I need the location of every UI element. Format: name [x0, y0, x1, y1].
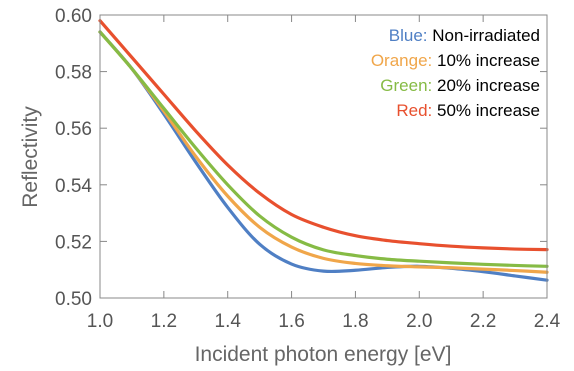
- legend-color-word: Red:: [396, 101, 437, 120]
- legend-label: 10% increase: [437, 51, 540, 70]
- y-tick-label: 0.56: [55, 119, 92, 140]
- x-tick-label: 1.8: [342, 311, 368, 332]
- x-tick-label: 1.0: [87, 311, 113, 332]
- x-tick-label: 2.2: [470, 311, 496, 332]
- legend-label: 20% increase: [437, 76, 540, 95]
- legend-entry-green: Green: 20% increase: [380, 76, 540, 95]
- y-tick-label: 0.58: [55, 63, 92, 84]
- y-tick-label: 0.54: [55, 176, 92, 197]
- ticks-layer: 1.0 1.2 1.4 1.6 1.8 2.0 2.2 2.4 0.50 0.52 0.54 0.56…: [55, 6, 561, 332]
- legend-entry-blue: Blue: Non-irradiated: [389, 26, 540, 45]
- series-layer: [98, 19, 549, 282]
- legend-color-word: Orange:: [371, 51, 437, 70]
- legend-color-word: Green:: [380, 76, 437, 95]
- legend-entry-red: Red: 50% increase: [396, 101, 540, 120]
- series-line-red: [98, 19, 549, 252]
- y-axis-title: Reflectivity: [19, 106, 42, 208]
- x-tick-label: 1.2: [151, 311, 177, 332]
- legend-label: Non-irradiated: [432, 26, 540, 45]
- legend: Blue: Non-irradiated Orange: 10% increase…: [371, 26, 540, 120]
- series-line-blue: [98, 30, 549, 282]
- x-tick-label: 2.0: [406, 311, 432, 332]
- x-tick-label: 2.4: [534, 311, 561, 332]
- y-tick-label: 0.50: [55, 289, 92, 310]
- x-tick-label: 1.4: [215, 311, 242, 332]
- series-line-green: [98, 30, 549, 268]
- series-line-orange: [98, 30, 549, 274]
- plot-frame: [99, 14, 548, 299]
- x-axis-title: Incident photon energy [eV]: [195, 343, 452, 366]
- legend-color-word: Blue:: [389, 26, 432, 45]
- y-tick-label: 0.52: [55, 232, 92, 253]
- legend-label: 50% increase: [437, 101, 540, 120]
- y-tick-label: 0.60: [55, 6, 92, 27]
- x-tick-label: 1.6: [278, 311, 304, 332]
- legend-entry-orange: Orange: 10% increase: [371, 51, 540, 70]
